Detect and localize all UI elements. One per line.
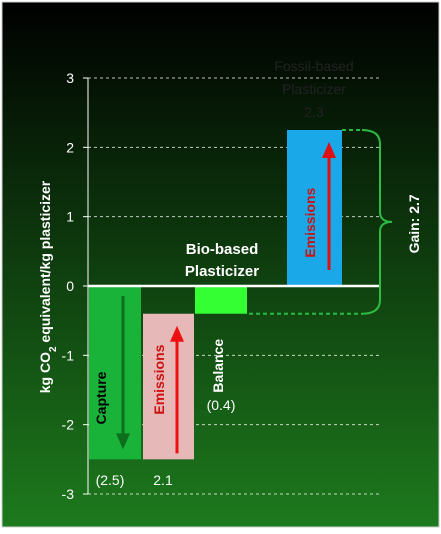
y-axis-label: kg CO2 equivalent/kg plasticizer xyxy=(37,180,59,393)
y-axis-ticks: 3 2 1 0 -1 -2 -3 xyxy=(62,70,89,502)
balance-label: Balance xyxy=(210,339,226,393)
emissions-value-label: 2.1 xyxy=(153,472,173,488)
y-tick-label: 2 xyxy=(66,139,74,155)
y-tick-label: 0 xyxy=(66,278,74,294)
fossil-value-label: 2.3 xyxy=(304,104,324,120)
fossil-emissions-label: Emissions xyxy=(302,187,318,257)
capture-label: Capture xyxy=(93,371,109,424)
bio-group-label-line2: Plasticizer xyxy=(185,263,259,280)
bar-3 xyxy=(195,286,247,314)
fossil-group-label-line2: Plasticizer xyxy=(282,81,346,97)
bio-group-label-line1: Bio-based xyxy=(186,241,259,258)
bar-1 xyxy=(89,286,141,460)
y-tick-label: -3 xyxy=(62,486,75,502)
capture-arrow-head xyxy=(116,433,130,450)
y-tick-label: 3 xyxy=(66,70,74,86)
balance-value-label: (0.4) xyxy=(207,397,236,413)
emissions-arrow-head xyxy=(170,325,184,342)
fossil-group-label-line1: Fossil-based xyxy=(274,58,353,74)
fossil-emissions-arrow-head xyxy=(322,142,336,158)
bars xyxy=(88,130,380,460)
gain-bracket xyxy=(361,129,393,315)
y-tick-label: -2 xyxy=(62,417,75,433)
capture-value-label: (2.5) xyxy=(96,472,125,488)
emissions-label: Emissions xyxy=(151,344,167,414)
gain-label: Gain: 2.7 xyxy=(406,194,422,253)
bar-labels: Capture Emissions Balance Emissions (2.5) 2.1… xyxy=(93,58,422,488)
y-tick-label: -1 xyxy=(62,347,75,363)
bar-2 xyxy=(143,313,194,460)
y-tick-label: 1 xyxy=(66,209,74,225)
